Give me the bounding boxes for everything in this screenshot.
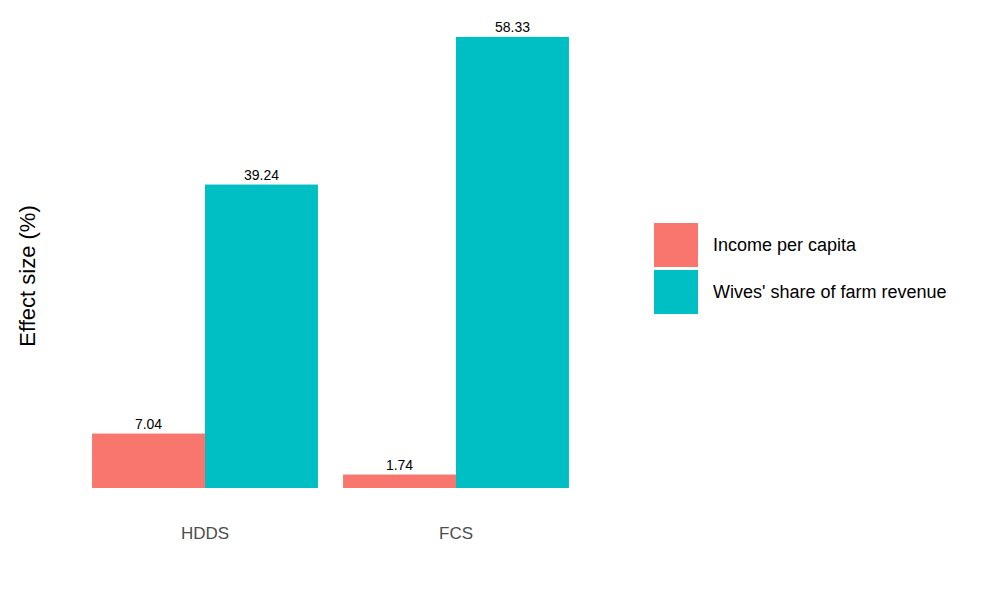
x-tick-label: HDDS: [181, 524, 229, 543]
background: [0, 0, 1000, 590]
bar: [205, 185, 318, 488]
bar: [456, 37, 569, 488]
bar: [343, 475, 456, 488]
data-label: 39.24: [244, 167, 279, 183]
data-label: 1.74: [386, 457, 413, 473]
data-label: 7.04: [135, 416, 162, 432]
legend-label: Income per capita: [713, 235, 857, 255]
legend-label: Wives' share of farm revenue: [713, 282, 947, 302]
bar: [92, 434, 205, 488]
data-labels: 7.04 1.74 39.24 58.33: [135, 19, 530, 473]
legend-key: [654, 270, 698, 314]
data-label: 58.33: [495, 19, 530, 35]
x-tick-label: FCS: [439, 524, 473, 543]
y-axis-label: Effect size (%): [15, 205, 40, 346]
legend-key: [654, 223, 698, 267]
legend: Income per capita Wives' share of farm re…: [654, 223, 947, 314]
chart-svg: 7.04 1.74 39.24 58.33 HDDS FCS Effect size (%)…: [0, 0, 1000, 590]
chart-container: 7.04 1.74 39.24 58.33 HDDS FCS Effect size (%)…: [0, 0, 1000, 590]
bars: [92, 37, 569, 488]
